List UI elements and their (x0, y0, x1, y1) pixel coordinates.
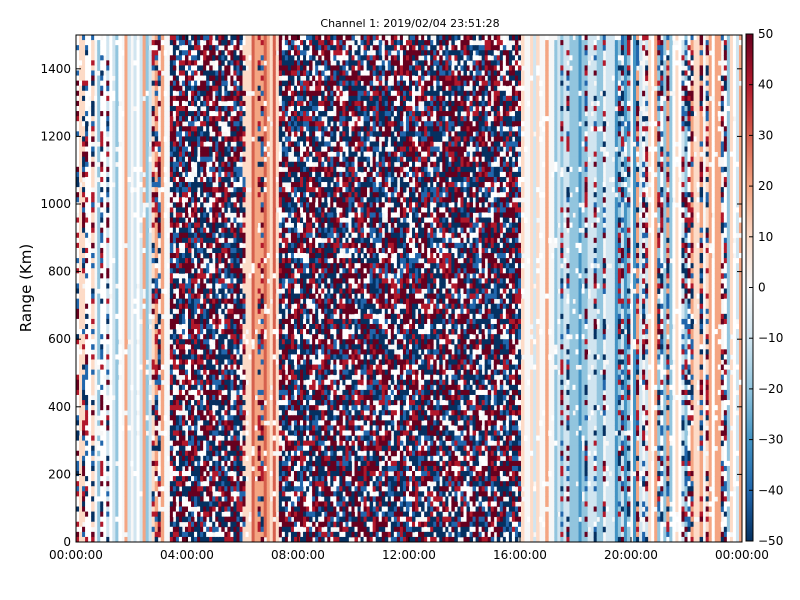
colorbar-tick-label: 50 (758, 27, 773, 41)
colorbar-tick-label: 0 (758, 281, 766, 295)
colorbar-tick-label: 20 (758, 179, 773, 193)
x-tick-label: 00:00:00 (715, 548, 769, 562)
x-tick-label: 00:00:00 (49, 548, 103, 562)
x-axis: 00:00:00 04:00:00 08:00:00 12:00:00 16:00:00… (49, 35, 769, 562)
y-tick-label: 200 (48, 467, 71, 481)
colorbar-tick-label: −40 (758, 483, 783, 497)
x-tick-label: 12:00:00 (382, 548, 436, 562)
heatmap-cells (76, 35, 743, 543)
x-tick-label: 08:00:00 (271, 548, 325, 562)
colorbar-tick-label: 40 (758, 78, 773, 92)
x-tick-label: 20:00:00 (604, 548, 658, 562)
x-tick-label: 04:00:00 (160, 548, 214, 562)
x-tick-label: 16:00:00 (493, 548, 547, 562)
y-tick-label: 0 (63, 535, 71, 549)
y-tick-label: 1400 (40, 62, 71, 76)
y-tick-label: 400 (48, 400, 71, 414)
y-tick-label: 1000 (40, 197, 71, 211)
colorbar-tick-label: −30 (758, 433, 783, 447)
colorbar-tick-label: 30 (758, 128, 773, 142)
y-tick-label: 1200 (40, 129, 71, 143)
colorbar-tick-label: −50 (758, 534, 783, 548)
colorbar-tick-label: −10 (758, 331, 783, 345)
colorbar-tick-label: 10 (758, 230, 773, 244)
y-tick-label: 800 (48, 265, 71, 279)
colorbar-tick-label: −20 (758, 382, 783, 396)
chart-title: Channel 1: 2019/02/04 23:51:28 (320, 17, 499, 30)
y-tick-label: 600 (48, 332, 71, 346)
y-axis: 0 200 400 600 800 1000 1200 1400 (40, 62, 742, 549)
colorbar-ticks: 50 40 30 20 10 0 −10 −20 −30 −40 −50 (749, 27, 783, 548)
y-axis-label: Range (Km) (17, 244, 35, 332)
